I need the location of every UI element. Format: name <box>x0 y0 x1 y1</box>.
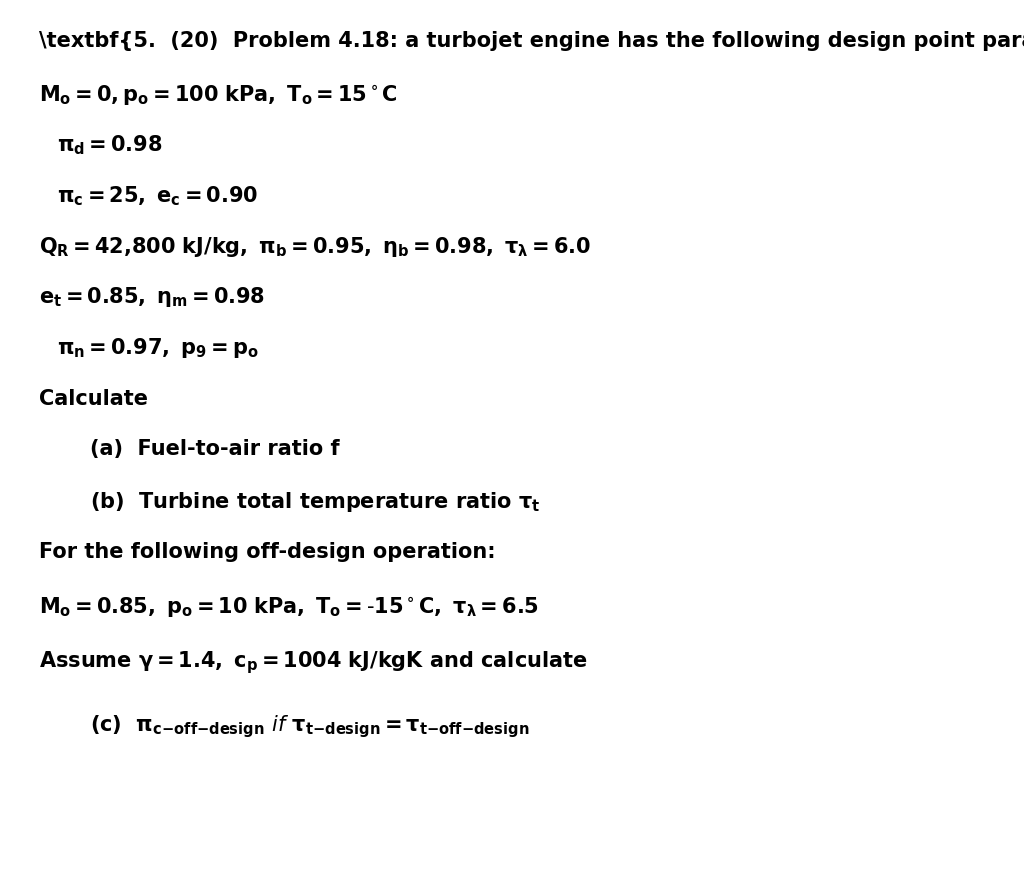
Text: (c)  $\mathbf{\pi_{c{-}off{-}design}}$ $\mathit{if}$ $\mathbf{\tau_{t{-}design} : (c) $\mathbf{\pi_{c{-}off{-}design}}$ $\… <box>90 713 529 740</box>
Text: $\mathbf{e_t = 0.85,\ \eta_m = 0.98}$: $\mathbf{e_t = 0.85,\ \eta_m = 0.98}$ <box>39 285 265 310</box>
Text: Assume $\mathbf{\gamma = 1.4,\ c_p= 1004\ kJ/kgK}$ and calculate: Assume $\mathbf{\gamma = 1.4,\ c_p= 1004… <box>39 650 588 677</box>
Text: $\mathbf{M_o}\mathbf{= 0, p_o= 100\ kPa,\ T_o= 15{^\circ}C}$: $\mathbf{M_o}\mathbf{= 0, p_o= 100\ kPa,… <box>39 83 398 107</box>
Text: $\mathbf{M_o= 0.85,\ p_o= 10\ kPa,\ T_o=\text{-}15{^\circ}C,\ \tau_{\lambda} = 6: $\mathbf{M_o= 0.85,\ p_o= 10\ kPa,\ T_o=… <box>39 595 539 619</box>
Text: $\mathbf{\pi_c = 25,\ e_c = 0.90}$: $\mathbf{\pi_c = 25,\ e_c = 0.90}$ <box>57 184 258 208</box>
Text: $\mathbf{Q_R = 42{,}800\ kJ/kg,\ \pi_b = 0.95,\ \eta_b = 0.98,\ \tau_{\lambda} =: $\mathbf{Q_R = 42{,}800\ kJ/kg,\ \pi_b =… <box>39 235 591 259</box>
Text: $\mathbf{\pi_n = 0.97,\ p_9 = p_o}$: $\mathbf{\pi_n = 0.97,\ p_9 = p_o}$ <box>57 336 259 360</box>
Text: Calculate: Calculate <box>39 389 147 409</box>
Text: (a)  Fuel-to-air ratio f: (a) Fuel-to-air ratio f <box>90 439 340 460</box>
Text: $\mathbf{\pi_d = 0.98}$: $\mathbf{\pi_d = 0.98}$ <box>57 133 163 157</box>
Text: \textbf{5.  (20)  Problem 4.18: a turbojet engine has the following design point: \textbf{5. (20) Problem 4.18: a turbojet… <box>39 31 1024 51</box>
Text: (b)  Turbine total temperature ratio $\mathbf{\tau_t}$: (b) Turbine total temperature ratio $\ma… <box>90 490 541 514</box>
Text: For the following off-design operation:: For the following off-design operation: <box>39 542 496 562</box>
